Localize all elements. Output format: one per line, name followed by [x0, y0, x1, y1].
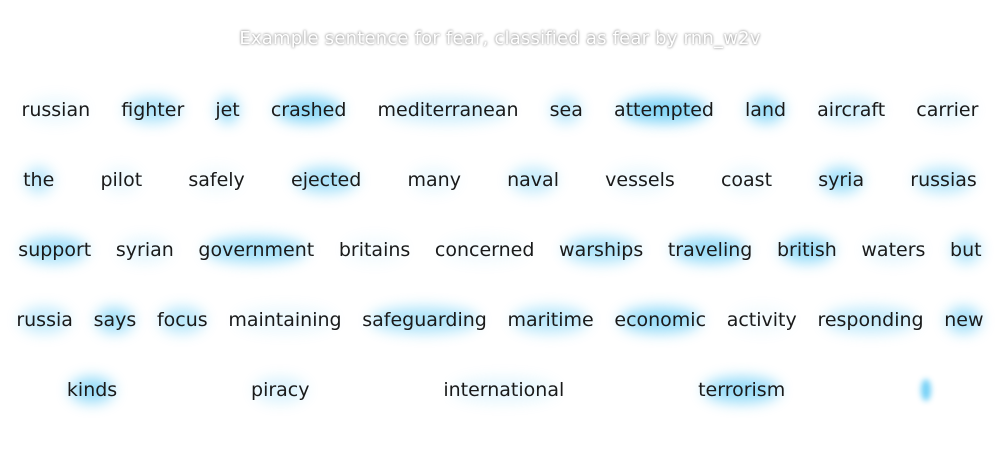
word-token: coast — [721, 160, 772, 200]
token-line-4: russia says focus maintaining safeguarding ma… — [0, 300, 1000, 340]
word-text: maintaining — [228, 309, 342, 331]
word-token: many — [408, 160, 461, 200]
word-token: says — [93, 300, 137, 340]
word-text: international — [443, 379, 565, 401]
word-token: syrian — [116, 230, 174, 270]
word-text: responding — [817, 309, 924, 331]
word-text: traveling — [667, 239, 753, 261]
word-token: responding — [817, 300, 924, 340]
word-text: warships — [559, 239, 644, 261]
word-text: says — [93, 309, 137, 331]
word-text: british — [776, 239, 837, 261]
word-text: pilot — [100, 169, 143, 191]
word-text: russian — [21, 99, 91, 121]
word-text: russias — [910, 169, 977, 191]
word-text: many — [407, 169, 461, 191]
word-text: attempted — [613, 99, 714, 121]
word-text: maritime — [507, 309, 594, 331]
token-line-5: kinds piracy international terrorism — [0, 370, 1000, 410]
word-text: carrier — [916, 99, 979, 121]
word-token: aircraft — [817, 90, 885, 130]
word-token: fighter — [121, 90, 184, 130]
token-line-1: russian fighter jet crashed mediterranean sea… — [0, 90, 1000, 130]
word-text: the — [23, 169, 55, 191]
word-text: sea — [549, 99, 583, 121]
word-token: new — [944, 300, 984, 340]
word-token: russia — [16, 300, 73, 340]
word-token: focus — [157, 300, 208, 340]
word-token: government — [198, 230, 314, 270]
word-token: but — [950, 230, 982, 270]
word-text: britains — [338, 239, 411, 261]
word-text: support — [18, 239, 92, 261]
word-token: terrorism — [698, 370, 785, 410]
word-token: attempted — [614, 90, 714, 130]
word-token: british — [777, 230, 837, 270]
word-text: vessels — [605, 169, 675, 191]
word-token: russias — [910, 160, 977, 200]
word-text: naval — [507, 169, 559, 191]
word-text: crashed — [270, 99, 347, 121]
token-line-3: support syrian government britains concerned… — [0, 230, 1000, 270]
word-token: traveling — [667, 230, 753, 270]
word-token: syria — [818, 160, 864, 200]
word-token: safely — [188, 160, 245, 200]
word-token: pilot — [100, 160, 142, 200]
attention-highlight — [921, 379, 932, 401]
word-text: economic — [614, 309, 707, 331]
word-token: maritime — [508, 300, 594, 340]
word-text: jet — [215, 99, 240, 121]
word-text: aircraft — [817, 99, 886, 121]
word-token: jet — [215, 90, 240, 130]
word-token: maintaining — [228, 300, 342, 340]
word-text: ejected — [291, 169, 362, 191]
word-token: support — [18, 230, 91, 270]
word-text: coast — [720, 169, 773, 191]
word-text: but — [950, 239, 982, 261]
word-text: mediterranean — [377, 99, 519, 121]
word-token: economic — [614, 300, 706, 340]
word-token: naval — [507, 160, 559, 200]
word-token: britains — [339, 230, 410, 270]
word-token: safeguarding — [362, 300, 487, 340]
word-token: ejected — [291, 160, 361, 200]
word-text: new — [944, 309, 984, 331]
word-token: the — [23, 160, 54, 200]
word-text: government — [198, 239, 315, 261]
token-line-2: the pilot safely ejected many naval vessels coa… — [0, 160, 1000, 200]
word-text: activity — [726, 309, 797, 331]
word-token: russian — [21, 90, 91, 130]
word-text: safely — [188, 169, 245, 191]
word-text: syria — [818, 169, 865, 191]
word-token: activity — [727, 300, 797, 340]
word-token: sea — [550, 90, 583, 130]
word-token: piracy — [251, 370, 310, 410]
word-token: waters — [861, 230, 925, 270]
word-text: concerned — [434, 239, 535, 261]
word-text: land — [745, 99, 787, 121]
word-token: warships — [559, 230, 643, 270]
word-token: international — [443, 370, 564, 410]
word-token: carrier — [916, 90, 978, 130]
word-token: mediterranean — [378, 90, 519, 130]
word-text: waters — [861, 239, 926, 261]
word-token: concerned — [434, 230, 535, 270]
padding-token — [919, 378, 933, 402]
word-text: focus — [156, 309, 208, 331]
word-token: crashed — [270, 90, 347, 130]
word-text: piracy — [251, 379, 310, 401]
word-token: vessels — [605, 160, 675, 200]
word-text: safeguarding — [362, 309, 487, 331]
chart-title: Example sentence for fear, classified as… — [239, 28, 761, 49]
word-text: fighter — [121, 99, 185, 121]
word-token: land — [745, 90, 786, 130]
word-text: russia — [16, 309, 73, 331]
word-text: kinds — [66, 379, 118, 401]
word-text: terrorism — [698, 379, 786, 401]
word-text: syrian — [115, 239, 174, 261]
word-token: kinds — [67, 370, 117, 410]
